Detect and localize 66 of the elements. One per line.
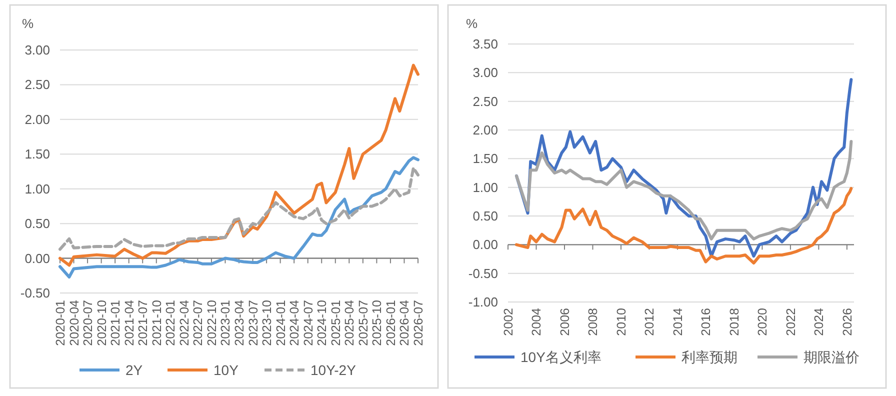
x-tick-label: 2023-10 bbox=[260, 300, 274, 346]
x-tick-label: 2014 bbox=[670, 308, 685, 336]
x-tick-label: 2023-01 bbox=[218, 300, 233, 346]
legend-label: 期限溢价 bbox=[804, 349, 860, 365]
y-tick-label: 1.50 bbox=[24, 146, 50, 162]
x-tick-label: 2021-01 bbox=[108, 300, 123, 346]
y-tick-label: 0.50 bbox=[472, 208, 498, 224]
x-tick-label: 2025-04 bbox=[342, 300, 357, 346]
y-tick-label: 1.00 bbox=[472, 180, 498, 195]
y-tick-label: 2.50 bbox=[472, 94, 498, 109]
x-tick-label: 2022-10 bbox=[204, 300, 219, 346]
x-tick-label: 2022-01 bbox=[164, 300, 178, 346]
x-tick-label: 2016 bbox=[699, 308, 714, 336]
x-tick-label: 2012 bbox=[642, 308, 657, 336]
x-tick-label: 2021-04 bbox=[122, 300, 136, 346]
x-tick-label: 2026 bbox=[840, 308, 854, 336]
x-tick-label: 2022-04 bbox=[177, 300, 192, 346]
x-tick-label: 2008 bbox=[586, 308, 600, 336]
x-tick-label: 2023-07 bbox=[246, 300, 260, 346]
legend-label: 10Y-2Y bbox=[310, 362, 357, 378]
x-tick-label: 2026-04 bbox=[398, 300, 412, 346]
x-tick-label: 2023-04 bbox=[232, 300, 246, 346]
x-tick-label: 2006 bbox=[558, 308, 572, 336]
x-tick-label: 2020-01 bbox=[54, 300, 68, 346]
x-tick-label: 2026-01 bbox=[384, 300, 398, 346]
x-tick-label: 2004 bbox=[530, 308, 544, 336]
x-tick-label: 2025-10 bbox=[370, 300, 384, 346]
y-tick-label: 2.50 bbox=[24, 77, 50, 92]
x-tick-label: 2024 bbox=[812, 308, 826, 336]
legend-label: 2Y bbox=[126, 362, 144, 378]
x-tick-label: 2024-01 bbox=[274, 300, 288, 346]
x-tick-label: 2024-04 bbox=[288, 300, 302, 346]
y-axis-title: % bbox=[466, 16, 478, 31]
x-tick-label: 2025-01 bbox=[328, 300, 343, 346]
y-tick-label: 2.00 bbox=[472, 122, 498, 138]
x-tick-label: 2020-04 bbox=[67, 300, 82, 346]
legend-label: 利率预期 bbox=[682, 349, 738, 365]
legend-label: 10Y bbox=[214, 362, 240, 378]
x-tick-label: 2022 bbox=[784, 308, 798, 336]
x-tick-label: 2021-10 bbox=[150, 300, 164, 346]
x-tick-label: 2018 bbox=[727, 308, 742, 336]
x-tick-label: 2024-10 bbox=[315, 300, 330, 346]
y-tick-label: 3.00 bbox=[24, 42, 50, 58]
legend-label: 10Y名义利率 bbox=[520, 349, 602, 365]
x-tick-label: 2026-07 bbox=[412, 300, 426, 346]
y-tick-label: 0.00 bbox=[24, 250, 50, 266]
y-axis-title: % bbox=[22, 16, 34, 31]
x-tick-label: 2020 bbox=[756, 308, 770, 336]
y-tick-label: -0.50 bbox=[20, 286, 50, 300]
y-tick-label: 3.50 bbox=[472, 36, 498, 52]
y-tick-label: 1.50 bbox=[472, 151, 498, 166]
x-tick-label: 2020-07 bbox=[81, 300, 96, 346]
x-tick-label: 2020-10 bbox=[94, 300, 109, 346]
x-tick-label: 2002 bbox=[502, 308, 516, 336]
y-tick-label: 1.00 bbox=[24, 181, 50, 196]
x-tick-label: 2021-07 bbox=[136, 300, 150, 346]
y-tick-label: 0.00 bbox=[472, 237, 498, 252]
y-tick-label: 3.00 bbox=[472, 65, 498, 80]
y-tick-label: 2.00 bbox=[24, 112, 50, 127]
x-tick-label: 2024-07 bbox=[301, 300, 316, 346]
y-tick-label: 0.50 bbox=[24, 216, 50, 232]
x-tick-label: 2025-07 bbox=[356, 300, 370, 346]
x-tick-label: 2022-07 bbox=[191, 300, 206, 346]
x-tick-label: 2010 bbox=[614, 308, 628, 336]
y-tick-label: -1.00 bbox=[468, 294, 498, 310]
y-tick-label: -0.50 bbox=[468, 266, 498, 281]
